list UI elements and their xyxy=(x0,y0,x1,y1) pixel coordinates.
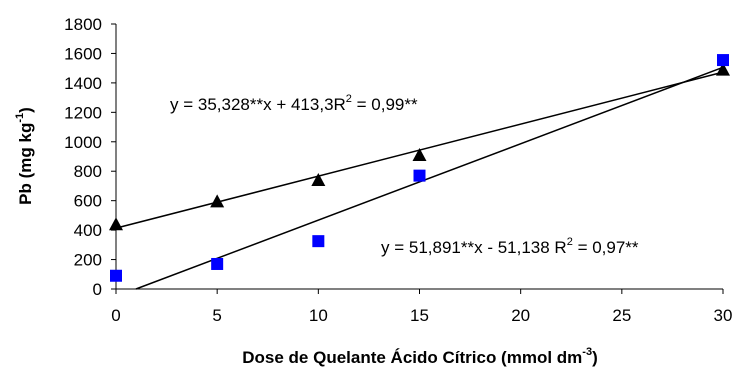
x-tick-label: 30 xyxy=(714,306,733,325)
data-point-triangle xyxy=(716,62,730,76)
y-tick-label: 1800 xyxy=(64,15,102,34)
y-tick-label: 1000 xyxy=(64,133,102,152)
data-point-triangle xyxy=(412,148,427,162)
y-tick-label: 800 xyxy=(74,162,102,181)
trend-line-series-2 xyxy=(135,66,724,290)
y-tick-label: 200 xyxy=(74,251,102,270)
x-axis-title: Dose de Quelante Ácido Cítrico (mmol dm-… xyxy=(242,346,598,367)
y-tick-label: 1400 xyxy=(64,74,102,93)
y-axis-title: Pb (mg kg-1) xyxy=(14,107,35,205)
x-ticks: 0 5 10 15 20 25 30 xyxy=(111,289,732,325)
data-point-square xyxy=(312,235,325,248)
data-point-square xyxy=(110,269,122,282)
data-point-triangle xyxy=(109,217,123,231)
y-ticks: 0 200 400 600 800 1000 1200 1400 1600 1800 xyxy=(64,15,116,299)
data-point-square xyxy=(413,169,426,182)
data-point-square xyxy=(211,257,224,270)
y-tick-label: 400 xyxy=(74,221,102,240)
x-tick-label: 0 xyxy=(111,306,120,325)
y-tick-label: 1200 xyxy=(64,103,102,122)
x-tick-label: 15 xyxy=(410,306,429,325)
y-tick-label: 1600 xyxy=(64,44,102,63)
data-point-square xyxy=(717,54,729,67)
y-tick-label: 0 xyxy=(93,280,102,299)
data-point-triangle xyxy=(210,194,225,208)
x-tick-label: 5 xyxy=(212,306,221,325)
x-tick-label: 20 xyxy=(511,306,530,325)
y-tick-label: 600 xyxy=(74,192,102,211)
equation-series-2: y = 51,891**x - 51,138 R2 = 0,97** xyxy=(381,236,639,257)
data-points xyxy=(109,54,730,282)
data-point-triangle xyxy=(311,173,326,187)
x-tick-label: 25 xyxy=(612,306,631,325)
x-tick-label: 10 xyxy=(309,306,328,325)
equation-series-1: y = 35,328**x + 413,3R2 = 0,99** xyxy=(170,93,418,114)
